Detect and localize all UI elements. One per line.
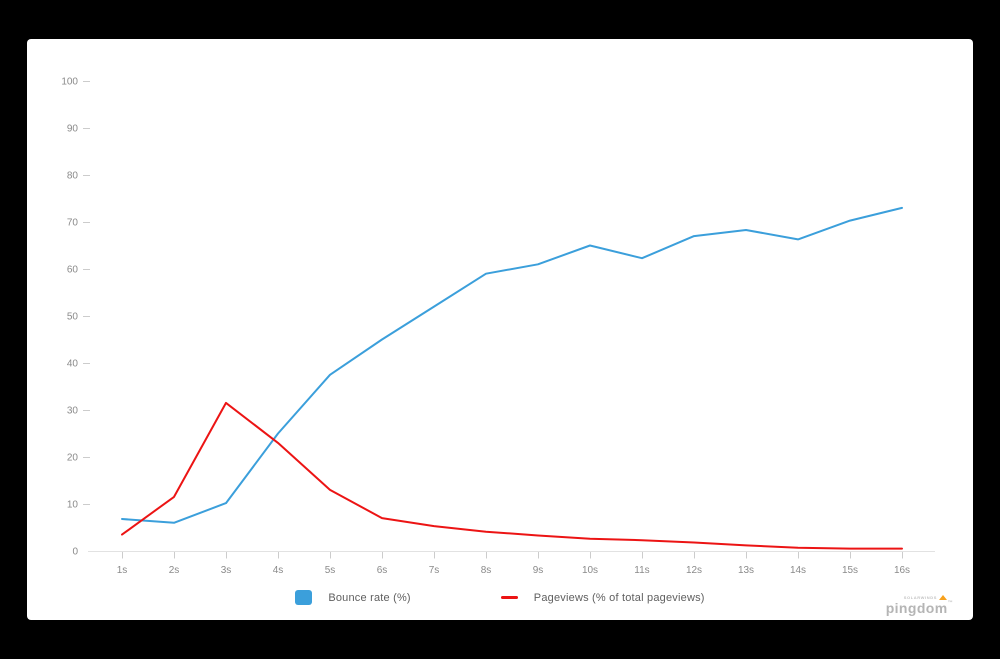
x-tick-label: 7s bbox=[429, 565, 440, 576]
brand-flag-icon bbox=[939, 595, 947, 600]
x-tick-label: 1s bbox=[117, 565, 128, 576]
legend-item-bounce-rate: Bounce rate (%) bbox=[295, 590, 411, 605]
legend-marker-square-icon bbox=[295, 590, 313, 605]
y-tick-label: 30 bbox=[67, 406, 79, 417]
x-tick-label: 12s bbox=[686, 565, 702, 576]
y-tick-label: 10 bbox=[67, 500, 79, 511]
legend-item-pageviews: Pageviews (% of total pageviews) bbox=[500, 591, 705, 604]
y-tick-label: 90 bbox=[67, 124, 79, 135]
legend-label-pageviews: Pageviews (% of total pageviews) bbox=[533, 591, 705, 604]
x-tick-label: 9s bbox=[533, 565, 544, 576]
y-tick-label: 60 bbox=[67, 265, 79, 276]
x-tick-label: 8s bbox=[481, 565, 492, 576]
y-tick-label: 100 bbox=[61, 77, 78, 88]
x-tick-label: 11s bbox=[634, 565, 649, 576]
y-tick-label: 40 bbox=[67, 359, 79, 370]
x-tick-label: 6s bbox=[377, 565, 388, 576]
x-tick-label: 2s bbox=[169, 565, 180, 576]
y-tick-label: 20 bbox=[67, 453, 79, 464]
x-tick-label: 5s bbox=[325, 565, 336, 576]
x-tick-label: 10s bbox=[582, 565, 598, 576]
y-tick-label: 0 bbox=[72, 547, 78, 558]
brand-small-text: SOLARWINDS bbox=[903, 595, 937, 600]
legend-marker-line-icon bbox=[500, 596, 518, 599]
x-tick-label: 16s bbox=[894, 565, 910, 576]
x-tick-label: 13s bbox=[738, 565, 754, 576]
series-line-0 bbox=[121, 206, 903, 524]
brand-top-row: SOLARWINDS bbox=[886, 595, 953, 600]
chart-card: 0 10 20 30 40 50 60 70 80 90 100 1s 2s 3s 4s 5s 6s 7s 8s 9s… bbox=[27, 39, 973, 620]
y-tick-label: 80 bbox=[67, 171, 79, 182]
x-tick-label: 15s bbox=[842, 565, 858, 576]
pingdom-logo: SOLARWINDS pingdom™ bbox=[886, 595, 953, 615]
y-tick-label: 50 bbox=[67, 312, 79, 323]
x-tick-label: 3s bbox=[221, 565, 232, 576]
chart-legend: Bounce rate (%) Pageviews (% of total pa… bbox=[27, 590, 973, 605]
brand-name: pingdom™ bbox=[885, 600, 953, 616]
x-tick-label: 4s bbox=[273, 565, 284, 576]
x-tick-label: 14s bbox=[790, 565, 806, 576]
series-line-1 bbox=[121, 401, 903, 550]
brand-trademark: ™ bbox=[947, 600, 953, 606]
legend-label-bounce-rate: Bounce rate (%) bbox=[328, 591, 411, 604]
y-tick-label: 70 bbox=[67, 218, 79, 229]
chart-svg: 0 10 20 30 40 50 60 70 80 90 100 1s 2s 3s 4s 5s 6s 7s 8s 9s… bbox=[61, 77, 935, 576]
